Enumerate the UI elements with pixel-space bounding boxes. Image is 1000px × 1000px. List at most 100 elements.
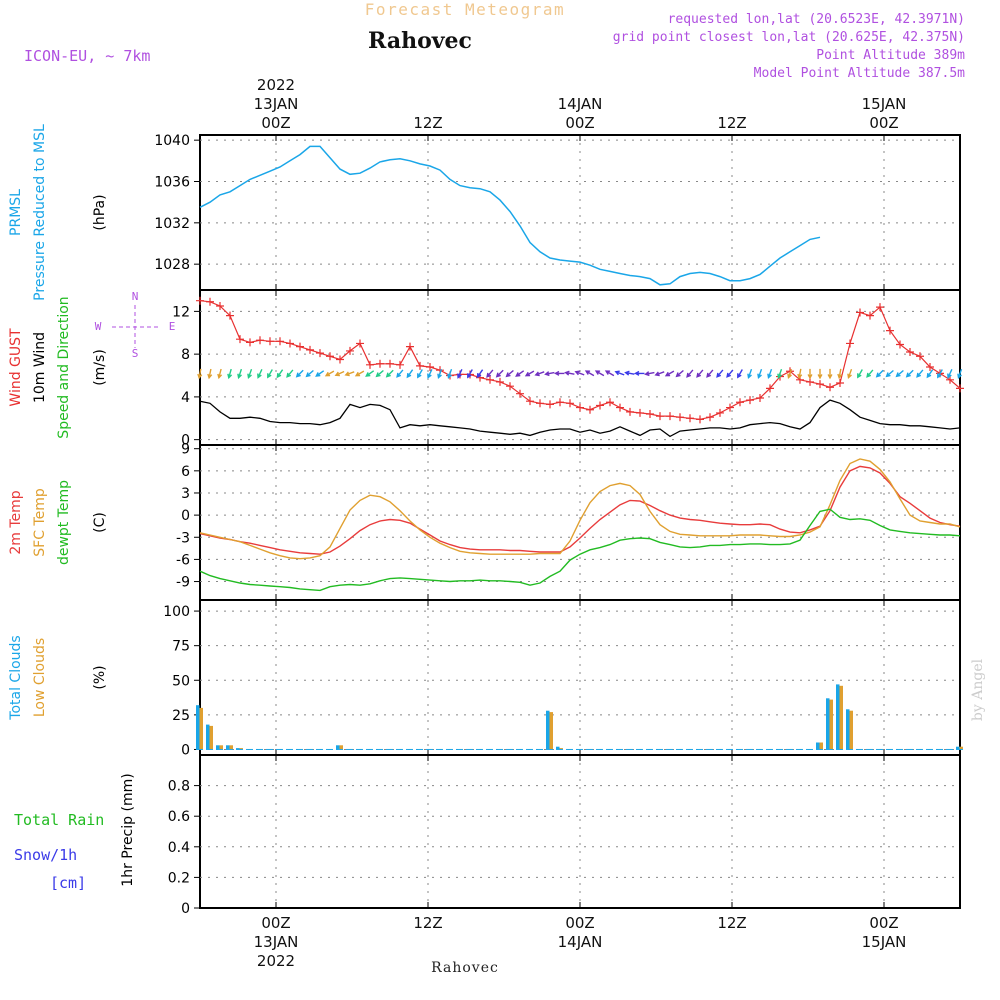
panel-frame <box>199 444 961 601</box>
y-tick-label: 75 <box>172 639 190 655</box>
total-clouds-bar <box>836 684 840 750</box>
wind-direction-arrow <box>197 368 203 380</box>
gust-marker <box>206 297 214 306</box>
wind-direction-arrow <box>406 369 414 379</box>
y-tick-label: 8 <box>181 347 190 363</box>
gust-marker <box>546 400 554 409</box>
low-clouds-bar <box>339 745 343 750</box>
wind-10m-line <box>199 399 961 438</box>
footer-location: Rahovec <box>431 960 499 976</box>
y-tick-label: 4 <box>181 390 190 406</box>
wind-direction-arrow <box>857 369 863 379</box>
wind-direction-arrow <box>354 370 365 377</box>
wind-direction-arrow <box>634 370 645 376</box>
gust-marker <box>886 326 894 335</box>
low-clouds-bar <box>559 748 563 750</box>
panel-frame <box>199 754 961 909</box>
gust-marker <box>196 296 204 305</box>
y-tick-label: 0.8 <box>168 779 190 795</box>
wind-direction-arrow <box>957 368 963 379</box>
precip-label-snow: Snow/1h <box>14 846 77 864</box>
gust-marker <box>386 359 394 368</box>
gust-marker <box>896 340 904 349</box>
wind-direction-arrow <box>757 368 763 379</box>
gust-marker <box>846 339 854 348</box>
wind-direction-arrow <box>334 370 345 377</box>
top-time-label: 00Z <box>869 114 898 132</box>
wind-direction-arrow <box>515 370 525 377</box>
wind-panel: 0 4 8 12 Wind GUST 10m Wind Speed and Directio… <box>8 289 964 449</box>
panel-label: Wind GUST <box>8 328 24 407</box>
y-tick-label: 1028 <box>154 257 190 273</box>
sfc-temp-line <box>199 458 961 560</box>
wind-direction-arrow <box>696 369 704 378</box>
total-clouds-bar <box>206 724 210 750</box>
wind-direction-arrow <box>217 368 223 380</box>
y-tick-label: -3 <box>176 530 190 546</box>
wind-direction-arrow <box>875 369 884 378</box>
gust-marker <box>766 384 774 393</box>
wind-direction-arrow <box>286 369 294 378</box>
wind-direction-arrow <box>574 370 585 376</box>
wind-direction-arrow <box>534 371 545 377</box>
total-clouds-bar <box>956 746 960 750</box>
wind-direction-arrow <box>726 369 734 378</box>
wind-direction-arrow <box>276 369 284 379</box>
wind-direction-arrow <box>324 370 335 377</box>
total-clouds-bar <box>236 748 240 750</box>
gust-marker <box>516 389 524 398</box>
gust-marker <box>616 403 624 412</box>
gust-marker <box>556 398 564 407</box>
wind-direction-arrow <box>905 369 914 378</box>
2m-temp-line <box>199 465 961 555</box>
y-tick-label: 50 <box>172 673 190 689</box>
clouds-panel: 0 25 50 75 100 Total Clouds Low Clouds (%) <box>8 599 963 758</box>
wind-direction-arrow <box>524 370 535 377</box>
compass-west: W <box>95 320 102 333</box>
gust-marker <box>756 393 764 402</box>
top-time-axis: 202213JAN00Z12Z14JAN00Z12Z15JAN00Z12Z <box>254 76 907 132</box>
wind-direction-arrow <box>457 369 463 379</box>
panel-label: (%) <box>92 665 108 689</box>
compass-north: N <box>132 290 139 303</box>
y-tick-label: 3 <box>181 486 190 502</box>
wind-direction-arrow <box>604 370 615 377</box>
panel-label: 10m Wind <box>32 332 48 403</box>
wind-direction-arrow <box>554 370 565 376</box>
bottom-time-label: 15JAN <box>862 933 907 951</box>
gust-marker <box>726 403 734 412</box>
panel-label: 2m Temp <box>8 490 24 554</box>
model-label: ICON-EU, ~ 7km <box>24 47 150 65</box>
wind-direction-arrow <box>427 369 433 379</box>
y-tick-label: 12 <box>172 304 190 320</box>
gust-marker <box>916 352 924 361</box>
gust-marker <box>636 408 644 417</box>
wind-direction-arrow <box>675 369 684 378</box>
wind-direction-arrow <box>827 368 833 380</box>
low-clouds-bar <box>849 710 853 750</box>
gust-marker <box>366 360 374 369</box>
y-tick-label: 25 <box>172 708 190 724</box>
gust-marker <box>836 379 844 387</box>
wind-direction-arrow <box>467 369 473 379</box>
gust-marker <box>956 384 964 393</box>
wind-direction-arrow <box>614 370 625 376</box>
gust-marker <box>506 382 514 391</box>
gust-marker <box>426 362 434 371</box>
wind-direction-arrow <box>257 369 263 379</box>
wind-direction-arrow <box>207 368 213 380</box>
panel-frame <box>199 134 961 291</box>
bottom-time-label: 12Z <box>717 914 746 932</box>
pressure-panel: 1028 1032 1036 1040 PRMSL Pressure Reduced to… <box>8 124 961 301</box>
panel-label: dewpt Temp <box>56 480 72 565</box>
y-tick-label: -9 <box>176 575 190 591</box>
top-time-label: 00Z <box>261 114 290 132</box>
compass-south: S <box>132 347 139 360</box>
wind-direction-arrow <box>305 369 314 378</box>
low-clouds-bar <box>229 745 233 750</box>
top-time-label: 15JAN <box>862 95 907 113</box>
low-clouds-bar <box>219 745 223 750</box>
wind-direction-arrow <box>486 369 494 378</box>
gust-marker <box>396 360 404 369</box>
wind-direction-arrow <box>344 371 355 377</box>
